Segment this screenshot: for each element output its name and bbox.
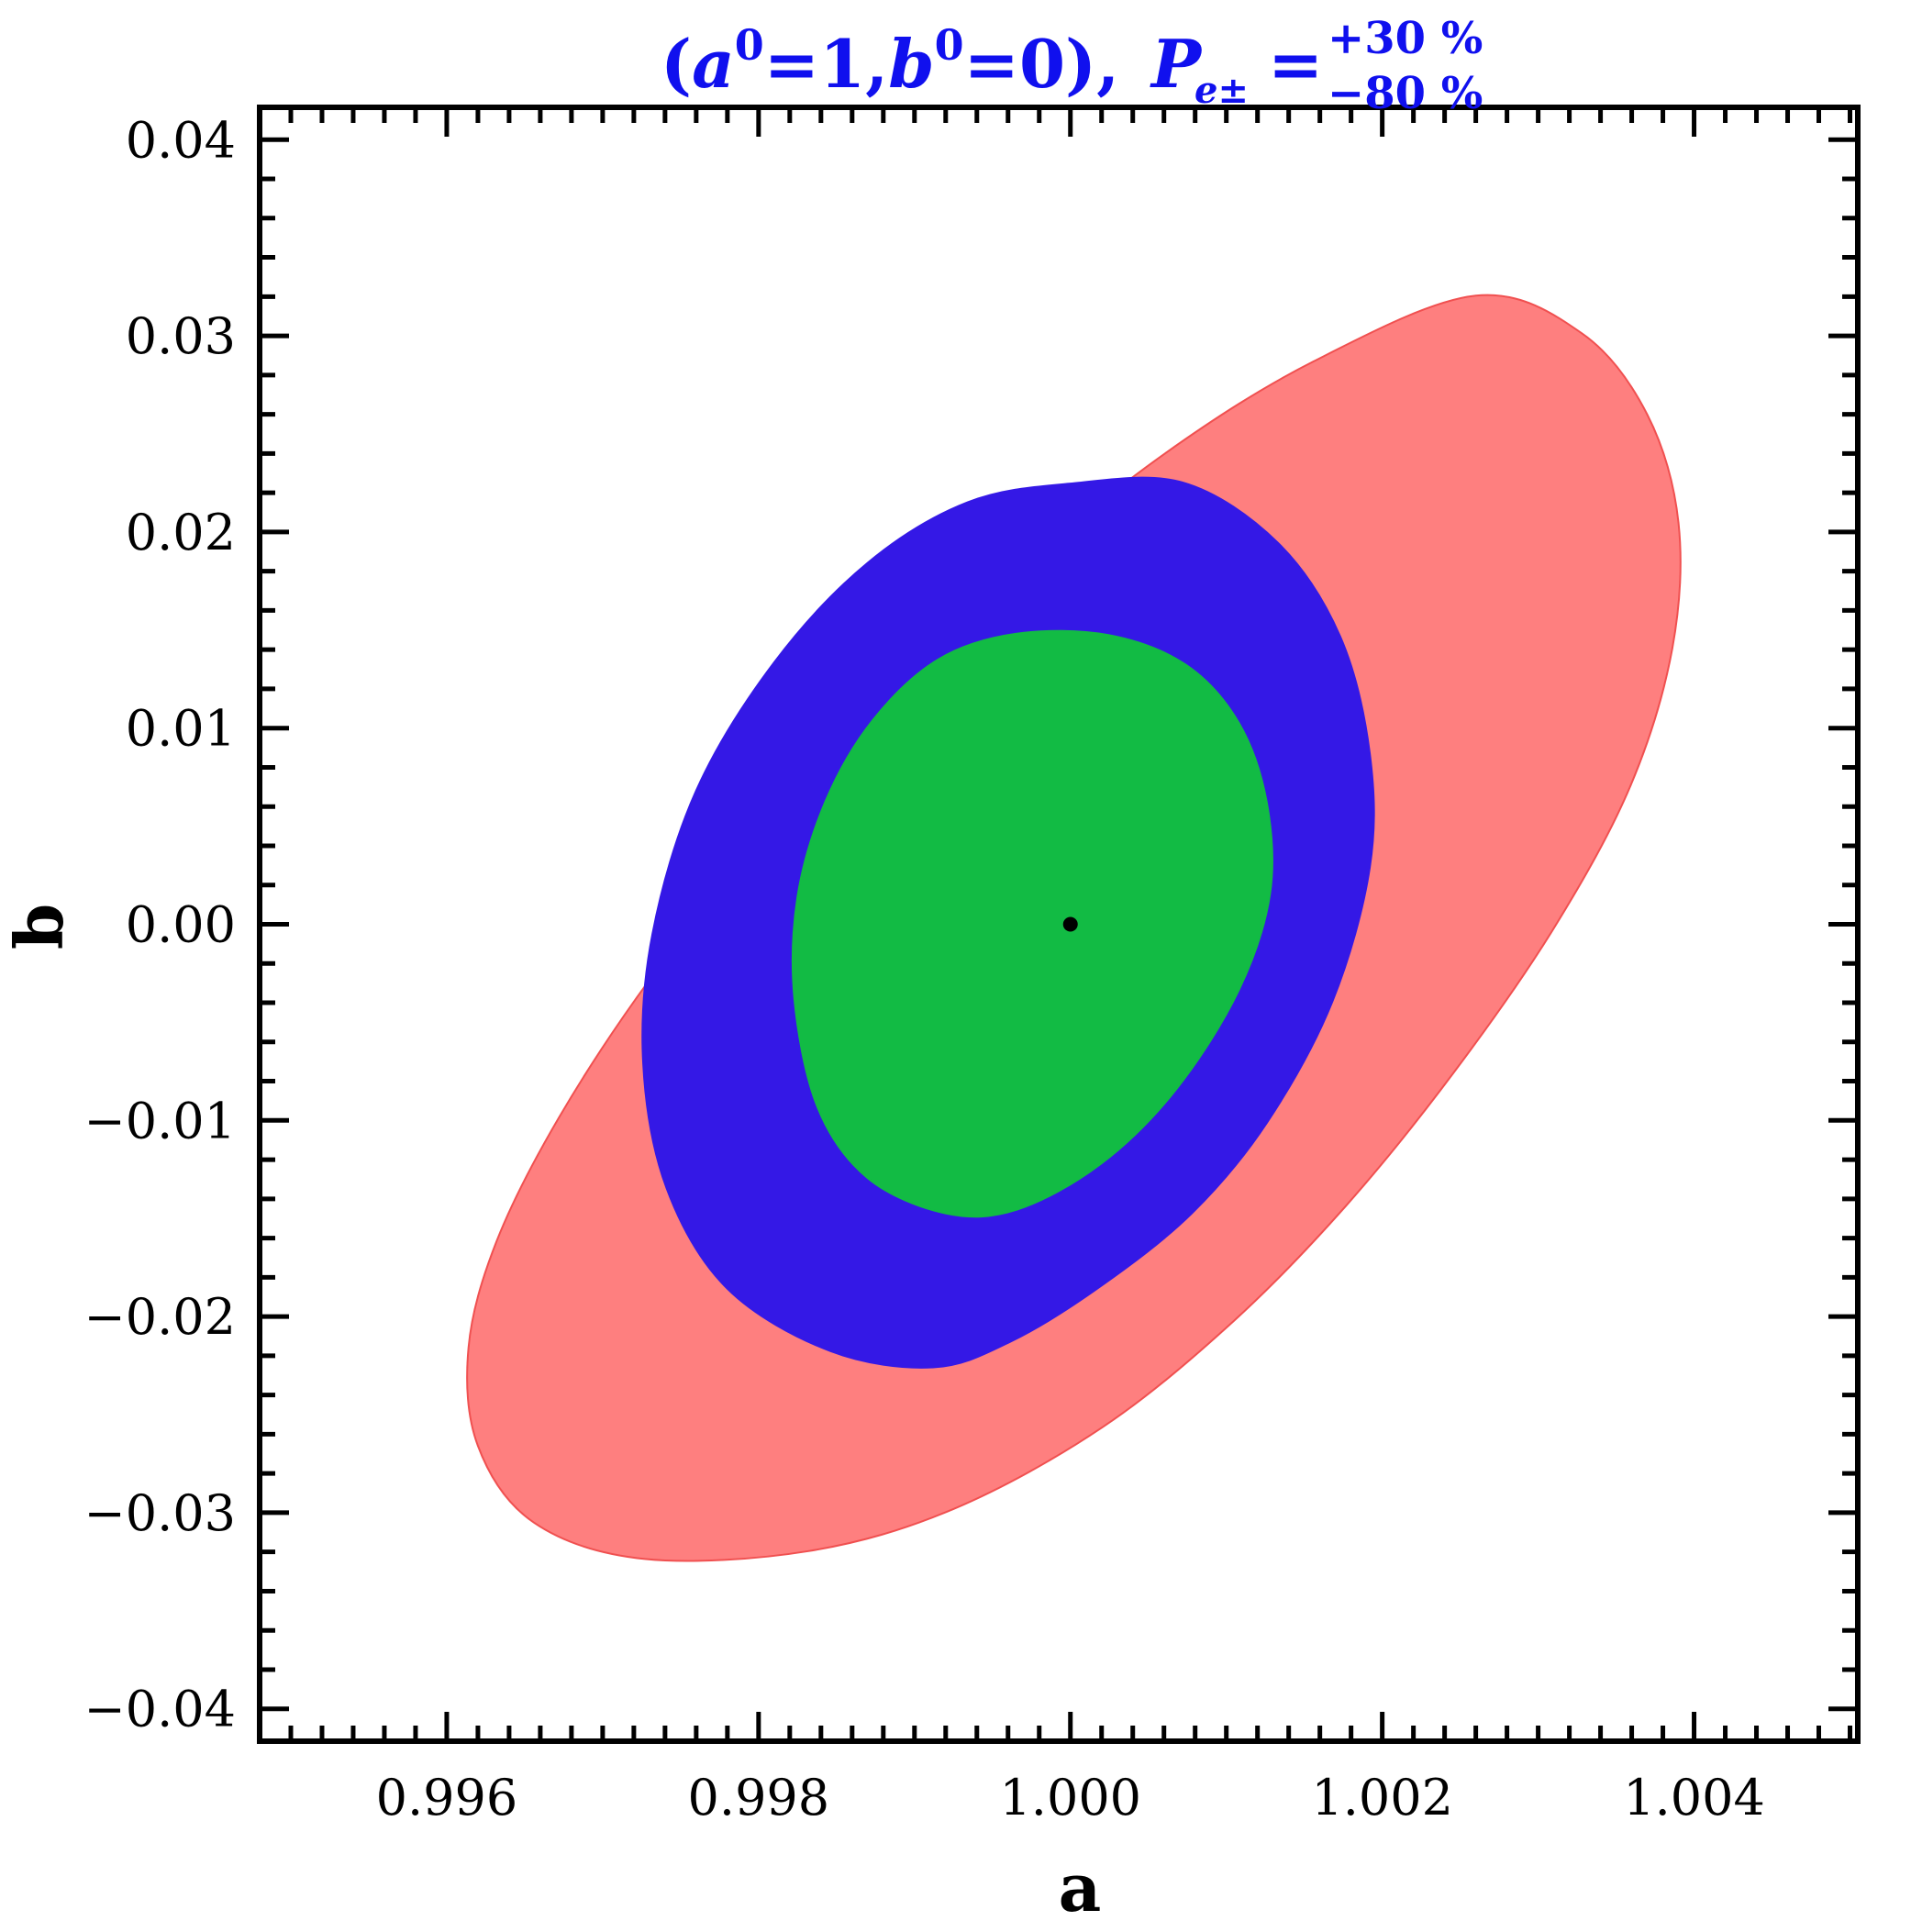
- y-tick-label: −0.04: [84, 1681, 236, 1738]
- title-b-value: =0: [964, 25, 1065, 103]
- region-inner-green: [791, 629, 1273, 1218]
- x-axis-label: a: [1059, 1849, 1102, 1926]
- x-tick-label: 1.004: [1623, 1769, 1765, 1827]
- title-b-superscript: 0: [935, 20, 964, 70]
- x-tick-label: 0.996: [376, 1769, 518, 1827]
- svg-text:(a0=1,b0=0),: (a0=1,b0=0),: [661, 20, 1119, 103]
- y-tick-label: −0.03: [84, 1484, 236, 1542]
- plot-frame: [257, 105, 1861, 1744]
- y-tick-label: 0.03: [126, 307, 236, 365]
- best-fit-point-layer: [1062, 916, 1078, 932]
- title-open-paren: (: [661, 25, 692, 103]
- title-polarization-electron: −80 %: [1328, 68, 1483, 119]
- y-tick-label: 0.04: [126, 111, 236, 169]
- tick-labels: 0.996 0.998 1.000 1.002 1.004 −0.04 −0.03 −0.02…: [84, 111, 1765, 1827]
- x-tick-label: 0.998: [688, 1769, 830, 1827]
- y-tick-label: −0.02: [84, 1288, 236, 1346]
- title-polarization-positron: +30 %: [1328, 13, 1483, 64]
- title-b-symbol: b: [888, 25, 934, 103]
- title-a-superscript: 0: [735, 20, 764, 70]
- y-tick-label: 0.02: [126, 504, 236, 561]
- y-tick-label: 0.00: [126, 896, 236, 954]
- chart-title: (a0=1,b0=0), P e± = +30 % −80 %: [661, 13, 1483, 119]
- title-polarization-symbol: P: [1150, 25, 1203, 103]
- title-polarization-subscript: e±: [1194, 69, 1249, 112]
- best-fit-point: [1062, 916, 1078, 932]
- title-a-symbol: a: [692, 25, 735, 103]
- title-a-value: =1,: [764, 25, 889, 103]
- title-close-paren: ),: [1065, 25, 1119, 103]
- title-equals: =: [1268, 25, 1323, 103]
- y-tick-label: −0.01: [84, 1092, 236, 1149]
- x-tick-label: 1.002: [1311, 1769, 1453, 1827]
- x-tick-label: 1.000: [999, 1769, 1141, 1827]
- y-axis-label: b: [0, 904, 78, 949]
- y-tick-label: 0.01: [126, 700, 236, 758]
